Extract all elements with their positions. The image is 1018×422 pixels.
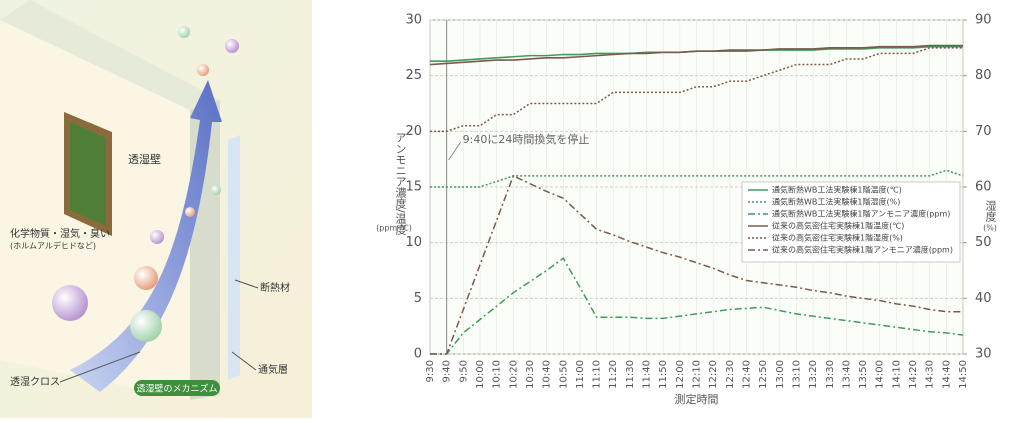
chart: 0 5 10 15 20 25 30 30 40 50 60 70 80 90 9:30 9:40 9:50 10… — [376, 13, 997, 407]
x-tick-label: 13:40 — [841, 360, 852, 389]
particle — [150, 230, 164, 244]
particle — [197, 64, 209, 76]
x-tick-label: 11:40 — [642, 360, 653, 389]
x-tick-label: 11:00 — [575, 360, 586, 389]
y-tick-label: 25 — [405, 68, 422, 83]
x-tick-label: 12:10 — [692, 360, 703, 389]
particle — [225, 39, 239, 53]
legend-label: 通気断熱WB工法実験棟1階湿度(%) — [772, 197, 900, 207]
particle — [52, 285, 88, 321]
x-tick-label: 13:00 — [775, 360, 786, 389]
y2-tick-label: 70 — [975, 124, 992, 139]
air-layer — [228, 135, 240, 380]
x-tick-label: 12:00 — [675, 360, 686, 389]
label: (ホルムアルデヒドなど) — [10, 241, 96, 251]
x-tick-label: 11:10 — [592, 360, 603, 389]
x-tick-label: 13:10 — [791, 360, 802, 389]
y-tick-label: 5 — [414, 291, 422, 306]
y-tick-label: 0 — [414, 347, 422, 362]
particle — [134, 266, 158, 290]
y-axis-unit: (ppm·℃) — [376, 224, 412, 233]
x-tick-label: 12:30 — [725, 360, 736, 389]
legend-label: 従来の高気密住宅実験棟1階アンモニア濃度(ppm) — [772, 245, 953, 255]
x-axis-label: 測定時間 — [675, 392, 719, 406]
y2-tick-label: 60 — [975, 180, 992, 195]
legend-box — [741, 181, 961, 263]
x-tick-label: 10:00 — [475, 360, 486, 389]
x-tick-label: 14:40 — [941, 360, 952, 389]
x-tick-label: 11:50 — [658, 360, 669, 389]
y-tick-label: 20 — [405, 124, 422, 139]
x-tick-label: 14:10 — [891, 360, 902, 389]
x-tick-label: 10:40 — [542, 360, 553, 389]
particle — [178, 26, 190, 38]
x-tick-label: 9:40 — [442, 360, 453, 382]
series-line — [430, 47, 963, 133]
badge — [134, 380, 220, 396]
leader — [231, 351, 257, 371]
x-tick-label: 12:40 — [741, 360, 752, 389]
x-tick-label: 10:10 — [492, 360, 503, 389]
y-axis-label: アンモニア濃度/温度 — [394, 132, 407, 235]
illustration: 透湿壁 化学物質・湿気・臭い (ホルムアルデヒドなど) 断熱材 通気層 透湿クロ… — [0, 0, 312, 418]
y-tick-label: 15 — [405, 180, 422, 195]
particle — [211, 185, 221, 195]
legend-label: 通気断熱WB工法実験棟1階アンモニア濃度(ppm) — [772, 209, 950, 219]
legend-label: 従来の高気密住宅実験棟1階湿度(%) — [772, 233, 903, 243]
x-tick-label: 10:30 — [525, 360, 536, 389]
annotation: 9:40に24時間換気を停止 — [463, 132, 590, 146]
leader — [59, 351, 141, 383]
label: 透湿壁 — [128, 152, 161, 166]
x-tick-label: 13:30 — [825, 360, 836, 389]
x-tick-label: 11:30 — [625, 360, 636, 389]
y2-tick-label: 40 — [975, 291, 992, 306]
x-tick-label: 14:50 — [958, 360, 969, 389]
badge-text: 透湿壁のメカニズム — [136, 383, 217, 395]
annotation-leader — [448, 141, 462, 161]
y2-tick-label: 50 — [975, 235, 992, 250]
y2-tick-label: 80 — [975, 68, 992, 83]
x-tick-label: 14:20 — [908, 360, 919, 389]
series-line — [429, 44, 963, 66]
series-line — [430, 169, 964, 188]
wall-top — [0, 0, 220, 110]
x-tick-label: 13:20 — [808, 360, 819, 389]
y-tick-label: 10 — [405, 235, 422, 250]
label: 断熱材 — [260, 281, 290, 294]
y2-axis-unit: (%) — [983, 224, 997, 233]
label: 化学物質・湿気・臭い — [10, 227, 110, 240]
series-line — [430, 174, 963, 355]
y-tick-label: 30 — [405, 13, 422, 28]
legend-label: 通気断熱WB工法実験棟1階温度(℃) — [772, 185, 902, 195]
legend-label: 従来の高気密住宅実験棟1階温度(℃) — [772, 221, 904, 231]
label: 通気層 — [258, 363, 288, 376]
leader — [234, 279, 259, 289]
x-tick-label: 10:50 — [558, 360, 569, 389]
x-tick-label: 9:30 — [425, 360, 436, 382]
particle — [185, 207, 195, 217]
x-tick-label: 12:20 — [708, 360, 719, 389]
x-tick-label: 14:00 — [875, 360, 886, 389]
particle — [130, 310, 162, 342]
x-tick-label: 9:50 — [458, 360, 469, 382]
x-tick-label: 14:30 — [925, 360, 936, 389]
y2-tick-label: 90 — [975, 13, 992, 28]
y2-axis-label: 湿度 — [984, 200, 997, 223]
window-plant — [70, 122, 106, 226]
x-tick-label: 13:50 — [858, 360, 869, 389]
x-tick-label: 11:20 — [608, 360, 619, 389]
label: 透湿クロス — [10, 376, 60, 388]
y2-tick-label: 30 — [975, 347, 992, 362]
series-line — [430, 257, 964, 355]
x-tick-label: 12:50 — [758, 360, 769, 389]
x-tick-label: 10:20 — [508, 360, 519, 389]
